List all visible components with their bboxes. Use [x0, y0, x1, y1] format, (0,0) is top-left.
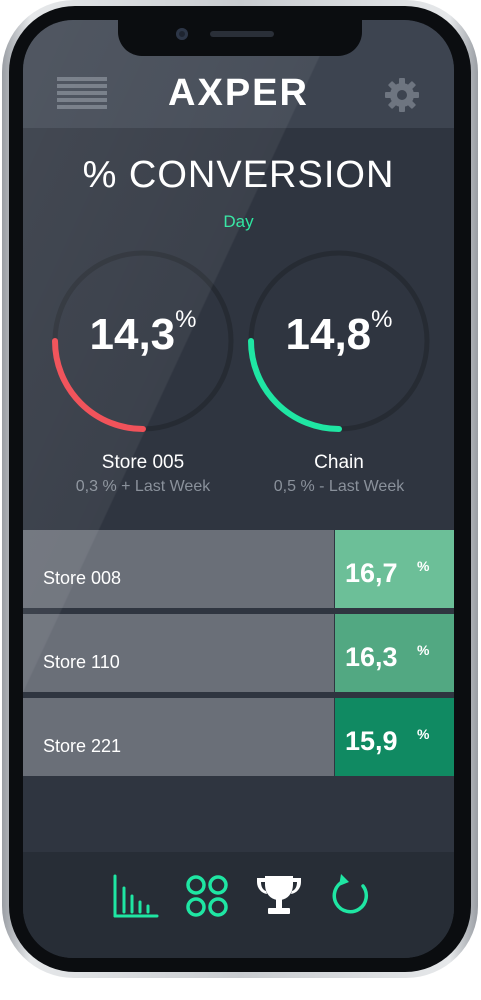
ranking-row[interactable]: Store 008 16,7 % — [23, 530, 454, 608]
ranking-value-cell: 15,9 % — [335, 698, 454, 776]
gauge-ring — [248, 250, 430, 432]
app-header: AXPER — [23, 20, 454, 128]
gauge-ring — [52, 250, 234, 432]
brand-logo: AXPER — [168, 72, 309, 114]
page-title: % CONVERSION — [82, 154, 395, 196]
gauge-value: 14,8% — [285, 306, 393, 359]
ranking-store-name: Store 110 — [43, 652, 120, 672]
ranking-row[interactable]: Store 221 15,9 % — [23, 698, 454, 776]
ranking-store-cell: Store 221 — [23, 698, 334, 776]
ranking-unit: % — [417, 558, 430, 574]
ranking-value-cell: 16,3 % — [335, 614, 454, 692]
refresh-icon[interactable] — [327, 872, 375, 920]
gauge-value: 14,3% — [89, 306, 197, 359]
period-selector[interactable]: Day — [223, 212, 254, 231]
gauge-comparison: 0,5 % - Last Week — [273, 478, 405, 495]
ranking-store-cell: Store 008 — [23, 530, 334, 608]
gauge-progress-arc — [248, 338, 342, 432]
gauge-label: Store 005 — [101, 452, 185, 473]
bottom-nav — [23, 852, 454, 958]
phone-notch — [118, 20, 362, 56]
app-screen: AXPER % CONVERSION Day 1 — [23, 20, 454, 958]
hamburger-menu-icon[interactable] — [57, 77, 107, 111]
gear-icon[interactable] — [383, 76, 421, 114]
ranking-store-name: Store 008 — [43, 568, 122, 588]
gauge-label: Chain — [314, 452, 364, 473]
ranking-store-cell: Store 110 — [23, 614, 334, 692]
speaker-grille — [210, 31, 274, 37]
bar-chart-icon[interactable] — [111, 872, 159, 920]
gauge-chain: 14,8% — [244, 246, 434, 436]
grid-icon[interactable] — [183, 872, 231, 920]
trophy-icon[interactable] — [255, 872, 303, 920]
gauge-progress-arc — [52, 338, 146, 432]
gauge-store: 14,3% — [48, 246, 238, 436]
ranking-value: 16,3 — [345, 642, 398, 672]
ranking-value: 15,9 — [345, 726, 398, 756]
ranking-store-name: Store 221 — [43, 736, 122, 756]
gauge-comparison: 0,3 % + Last Week — [75, 478, 211, 495]
main-content: % CONVERSION Day 14,3% Store 005 0,3 % +… — [23, 128, 454, 852]
camera-icon — [176, 28, 188, 40]
ranking-unit: % — [417, 726, 430, 742]
ranking-unit: % — [417, 642, 430, 658]
ranking-row[interactable]: Store 110 16,3 % — [23, 614, 454, 692]
ranking-value: 16,7 — [345, 558, 398, 588]
ranking-value-cell: 16,7 % — [335, 530, 454, 608]
